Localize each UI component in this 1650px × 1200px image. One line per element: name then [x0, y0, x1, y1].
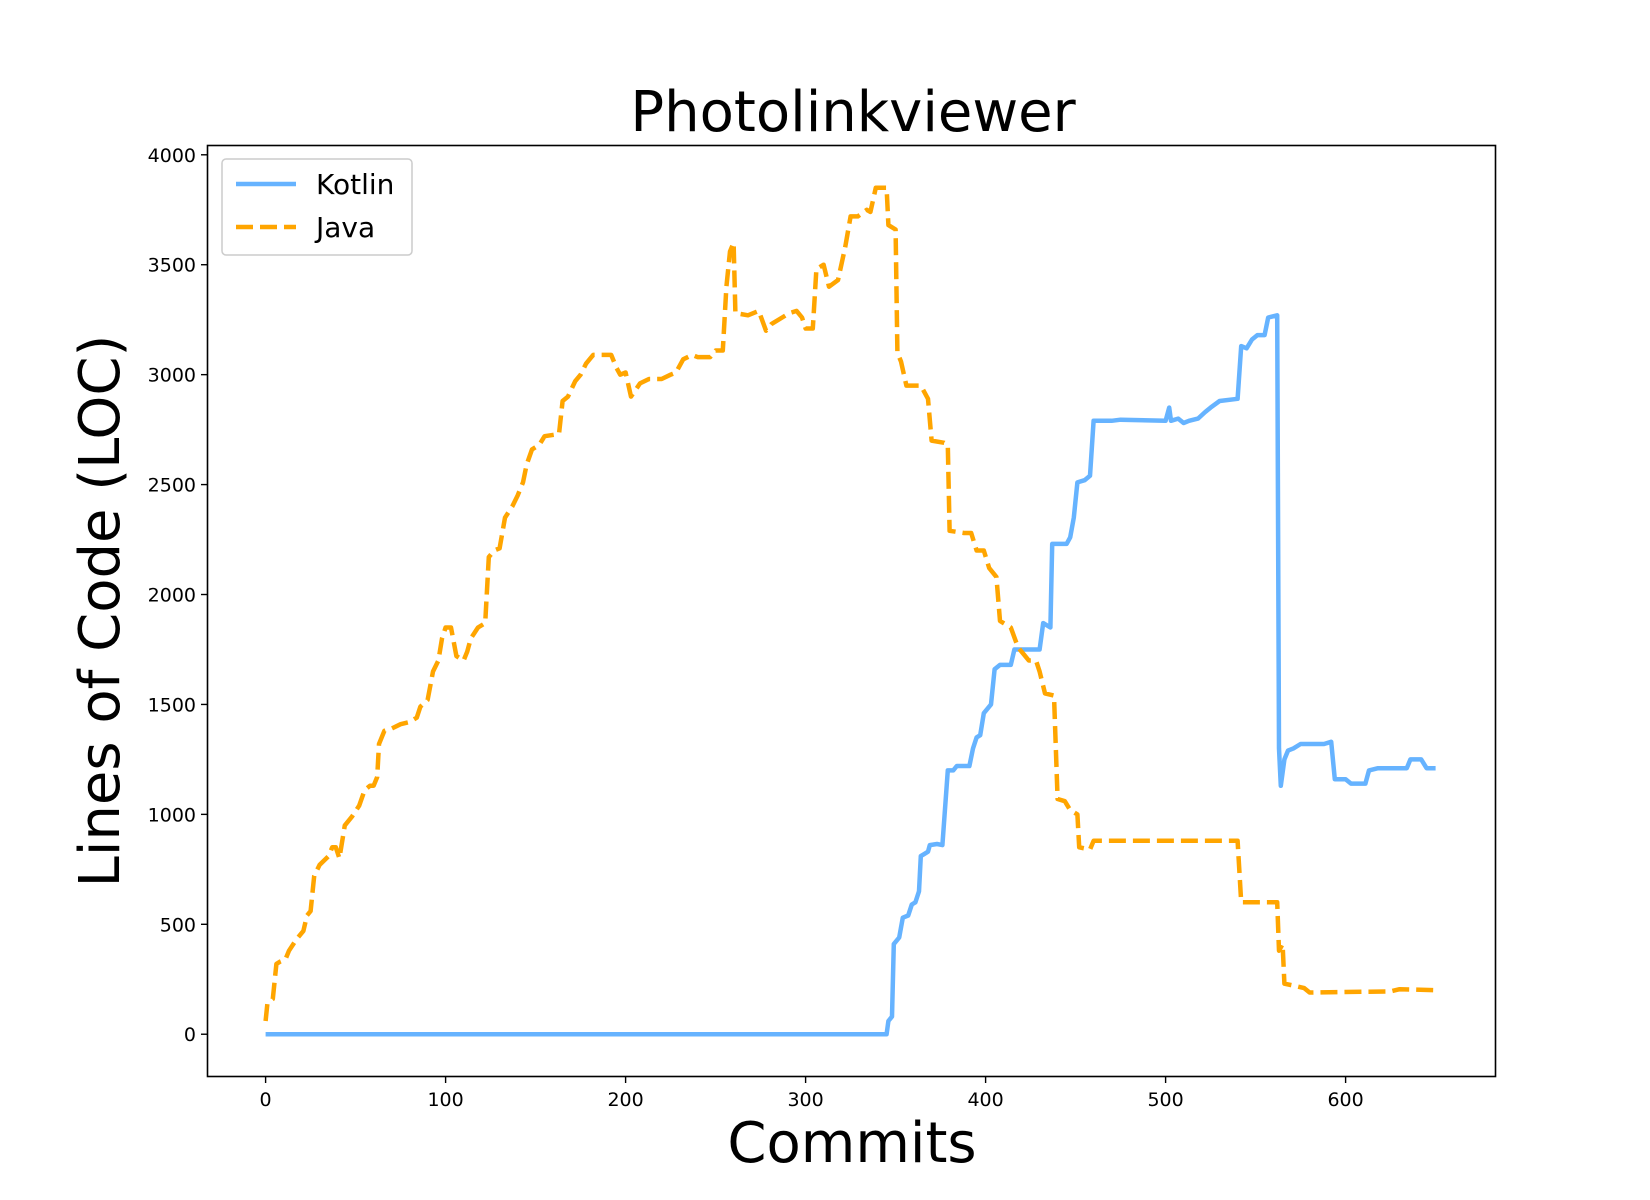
x-tick-label: 200 [607, 1089, 643, 1111]
chart-title: Photolinkviewer [630, 80, 1076, 145]
y-tick-label: 3500 [148, 255, 196, 277]
x-tick-label: 100 [427, 1089, 463, 1111]
y-tick-label: 3000 [148, 365, 196, 387]
y-tick-label: 500 [160, 914, 196, 936]
series-line-java [263, 185, 1438, 1022]
x-tick-label: 500 [1147, 1089, 1183, 1111]
legend-label-java: Java [314, 211, 375, 244]
x-axis-label: Commits [727, 1111, 976, 1176]
y-tick-label: 1000 [148, 804, 196, 826]
x-tick-label: 600 [1327, 1089, 1363, 1111]
y-tick-label: 0 [184, 1024, 196, 1046]
y-tick-label: 2500 [148, 475, 196, 497]
y-tick-label: 4000 [148, 145, 196, 167]
series-layer [263, 185, 1438, 1037]
x-tick-label: 0 [260, 1089, 272, 1111]
legend: Kotlin Java [221, 158, 413, 256]
series-line-kotlin [265, 313, 1436, 1037]
y-tick-label: 2000 [148, 585, 196, 607]
plot-area-frame [206, 144, 1497, 1078]
x-tick-label: 400 [967, 1089, 1003, 1111]
y-axis-label: Lines of Code (LOC) [68, 335, 133, 888]
y-axis: 0 500 1000 1500 2000 2500 3000 3500 4000 [148, 145, 208, 1046]
x-tick-label: 300 [787, 1089, 823, 1111]
y-tick-label: 1500 [148, 694, 196, 716]
x-axis: 0 100 200 300 400 500 600 [260, 1076, 1364, 1111]
legend-label-kotlin: Kotlin [316, 168, 394, 201]
